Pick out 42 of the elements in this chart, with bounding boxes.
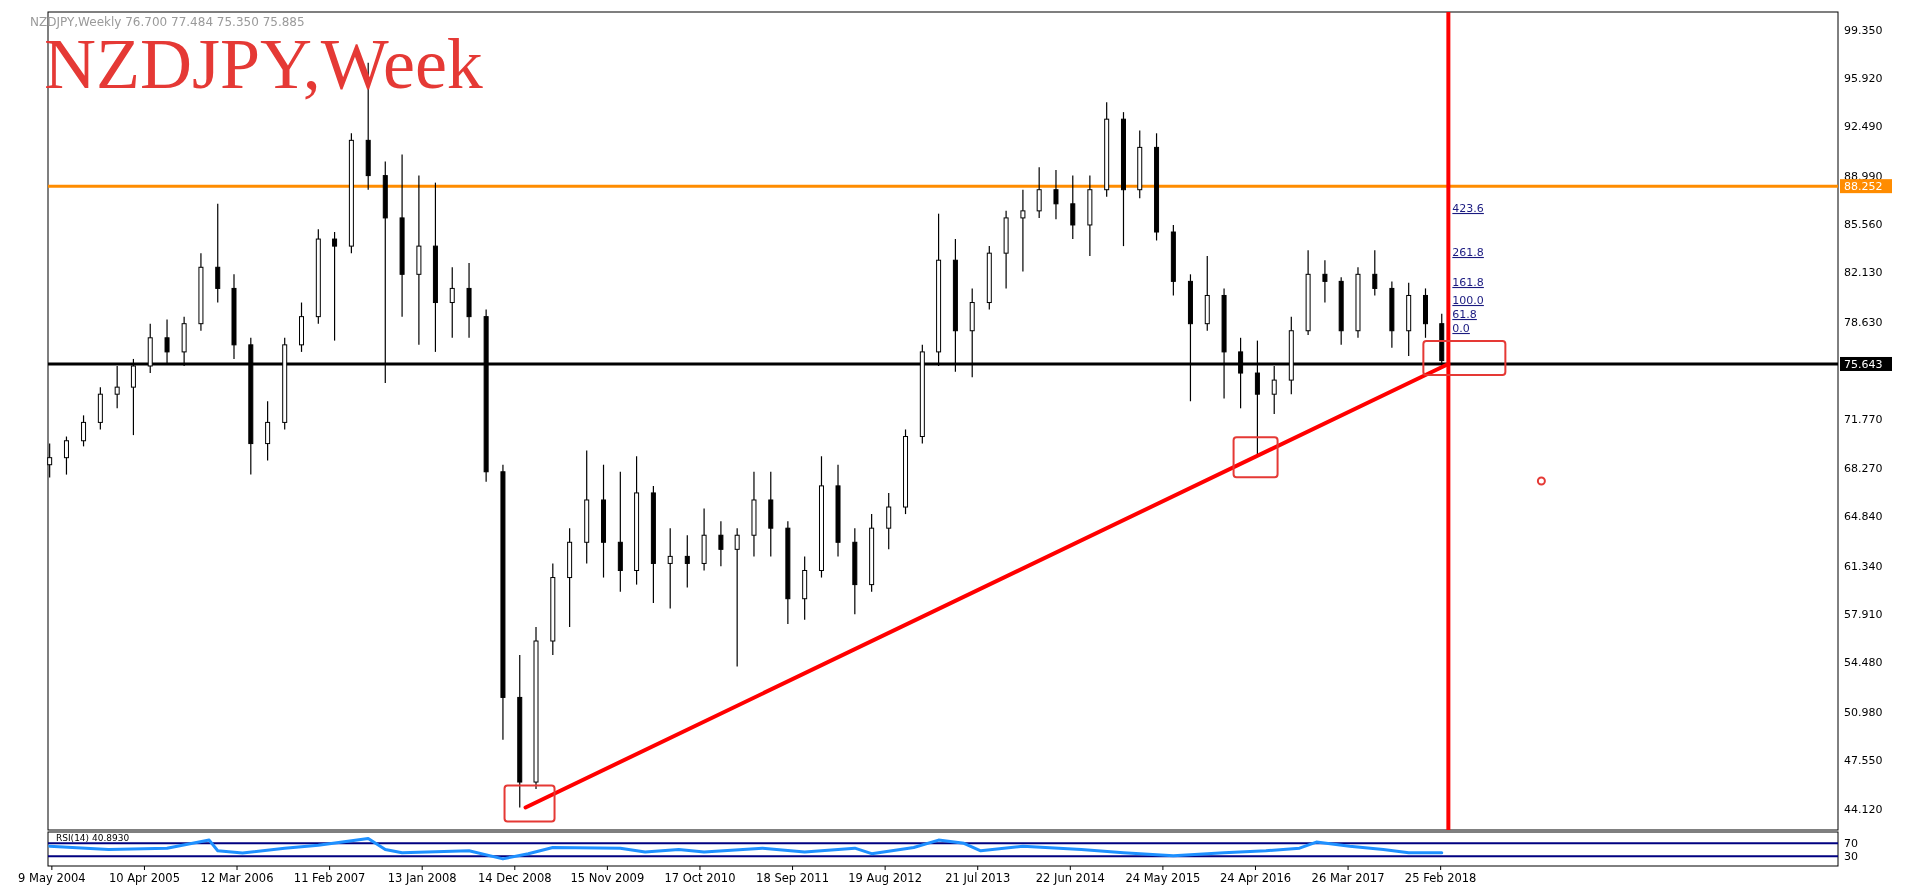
x-tick-label: 24 Apr 2016 — [1219, 871, 1292, 885]
x-tick-label: 10 Apr 2005 — [108, 871, 180, 885]
y-tick-label: 95.920 — [1844, 72, 1883, 85]
ref-line-label: 75.643 — [1844, 357, 1883, 371]
x-tick-label: 26 Mar 2017 — [1311, 871, 1385, 885]
x-tick-label: 22 Jun 2014 — [1035, 871, 1105, 885]
x-tick-label: 12 Mar 2006 — [200, 871, 274, 885]
y-tick-label: 92.490 — [1844, 120, 1883, 134]
y-tick-label: 64.840 — [1844, 510, 1883, 524]
y-tick-label: 61.340 — [1844, 559, 1883, 573]
x-tick-label: 14 Dec 2008 — [478, 871, 552, 885]
y-tick-label: 78.630 — [1844, 315, 1883, 329]
x-tick-label: 24 May 2015 — [1125, 871, 1201, 885]
annotation: 100.0 — [1452, 293, 1484, 307]
y-tick-label: 99.350 — [1844, 23, 1883, 37]
x-tick-label: 25 Feb 2018 — [1404, 871, 1477, 885]
x-tick-label: 11 Feb 2007 — [293, 871, 366, 885]
annotation: 61.8 — [1452, 307, 1477, 321]
y-tick-label: 47.550 — [1844, 754, 1883, 768]
x-tick-label: 21 Jul 2013 — [945, 871, 1011, 885]
y-tick-label: 68.270 — [1844, 461, 1883, 475]
y-tick-label: 57.910 — [1844, 608, 1883, 622]
y-tick-label: 85.560 — [1844, 218, 1883, 232]
y-tick-label: 54.480 — [1844, 656, 1883, 670]
x-tick-label: 9 May 2004 — [18, 871, 86, 885]
annotation: 423.6 — [1452, 201, 1484, 215]
x-tick-label: 19 Aug 2012 — [848, 871, 922, 885]
y-tick-label: 44.120 — [1844, 802, 1883, 816]
chart-title: RSI(14) 40.8930 — [56, 833, 130, 843]
y-tick-label: 70 — [1844, 837, 1858, 851]
x-tick-label: 13 Jan 2008 — [387, 871, 457, 885]
x-tick-label: 17 Oct 2010 — [664, 871, 736, 885]
x-tick-label: 15 Nov 2009 — [570, 871, 645, 885]
annotation: 161.8 — [1452, 275, 1484, 289]
x-tick-label: 18 Sep 2011 — [756, 871, 829, 885]
ref-line-label: 88.252 — [1844, 180, 1883, 194]
annotation: 261.8 — [1452, 245, 1484, 259]
y-tick-label: 30 — [1844, 850, 1858, 864]
y-tick-label: 82.130 — [1844, 266, 1883, 280]
y-tick-label: 50.980 — [1844, 705, 1883, 719]
y-tick-label: 71.770 — [1844, 412, 1883, 426]
annotation: 0.0 — [1452, 321, 1470, 335]
